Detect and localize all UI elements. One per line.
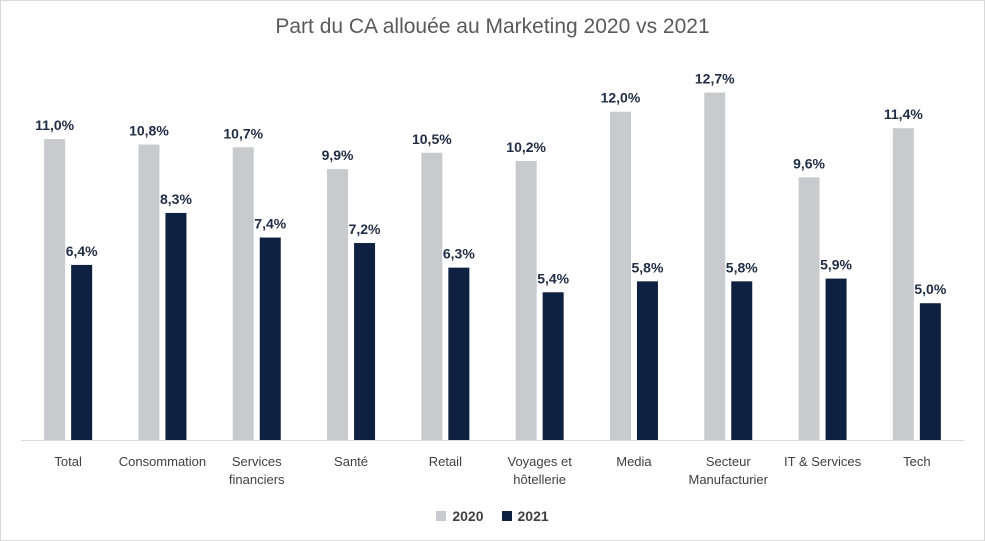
legend: 2020 2021 [1,508,984,524]
data-label-2020-8: 9,6% [793,155,825,171]
data-label-2020-2: 10,7% [223,125,263,141]
data-label-2021-9: 5,0% [914,281,946,297]
bar-2021-1 [165,212,187,440]
data-label-2020-6: 12,0% [601,90,641,106]
bar-2020-8 [798,177,820,440]
category-label-5-1: hôtellerie [513,472,566,487]
bar-2021-2 [259,237,281,440]
bar-2020-5 [515,160,537,440]
category-label-3-0: Santé [334,454,368,469]
category-label-9-0: Tech [903,454,930,469]
bar-2020-1 [138,144,160,441]
category-label-4-0: Retail [429,454,462,469]
bar-2020-6 [609,111,631,440]
bar-2021-8 [825,278,847,440]
bar-2021-9 [919,303,941,440]
bar-2020-9 [892,128,914,440]
data-label-2020-7: 12,7% [695,71,735,87]
bar-2021-5 [542,292,564,440]
bar-2020-3 [327,169,349,440]
category-label-2-1: financiers [229,472,285,487]
bar-2020-4 [421,152,443,440]
category-label-6-0: Media [616,454,652,469]
category-label-8-0: IT & Services [784,454,862,469]
category-label-1-0: Consommation [119,454,206,469]
legend-label-2021: 2021 [517,508,549,524]
legend-item-2021: 2021 [501,508,549,524]
bar-2020-7 [704,92,726,441]
data-label-2020-0: 11,0% [35,117,74,133]
legend-item-2020: 2020 [436,508,484,524]
data-label-2020-5: 10,2% [506,139,546,155]
category-label-7-0: Secteur [706,454,751,469]
data-label-2021-7: 5,8% [726,259,758,275]
data-label-2020-9: 11,4% [884,106,923,122]
data-label-2021-3: 7,2% [349,221,381,237]
data-label-2020-3: 9,9% [322,147,354,163]
data-label-2021-5: 5,4% [537,270,569,286]
legend-label-2020: 2020 [452,508,484,524]
bar-2020-0 [44,139,66,441]
chart-title: Part du CA allouée au Marketing 2020 vs … [275,15,710,38]
data-label-2020-1: 10,8% [129,123,169,139]
category-label-5-0: Voyages et [507,454,572,469]
legend-swatch-2021 [501,511,512,521]
legend-swatch-2020 [436,511,447,521]
bar-2021-7 [731,281,753,440]
category-label-7-1: Manufacturier [689,472,769,487]
bar-2020-2 [232,147,254,440]
data-label-2021-4: 6,3% [443,246,475,262]
bar-2021-0 [71,264,93,440]
data-label-2021-1: 8,3% [160,191,192,207]
data-label-2021-6: 5,8% [631,259,663,275]
bar-2021-4 [448,267,470,440]
bar-2021-3 [354,243,376,440]
data-label-2021-0: 6,4% [66,243,98,259]
category-label-0-0: Total [54,454,82,469]
data-label-2021-2: 7,4% [254,216,286,232]
bar-2021-6 [636,281,658,440]
data-label-2020-4: 10,5% [412,131,452,147]
category-label-2-0: Services [232,454,282,469]
data-label-2021-8: 5,9% [820,257,852,273]
